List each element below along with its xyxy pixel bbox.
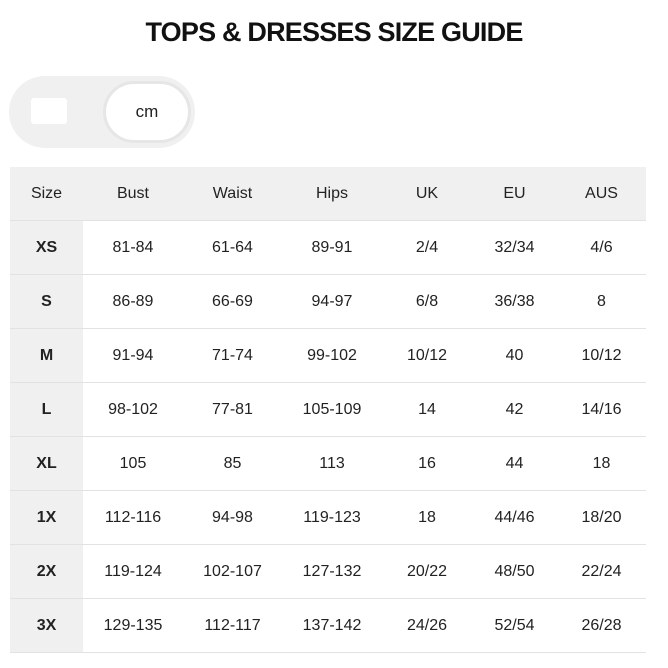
- table-cell: 26/28: [557, 598, 646, 653]
- table-cell: 8: [557, 274, 646, 329]
- table-cell: 40: [472, 328, 557, 383]
- table-header-row: Size Bust Waist Hips UK EU AUS: [10, 167, 646, 221]
- column-header-size: Size: [10, 167, 83, 221]
- table-cell: 113: [282, 436, 382, 491]
- column-header-aus: AUS: [557, 167, 646, 221]
- table-cell: 112-117: [183, 598, 282, 653]
- table-row: 1X 112-116 94-98 119-123 18 44/46 18/20: [10, 490, 646, 545]
- table-cell: 24/26: [382, 598, 472, 653]
- column-header-bust: Bust: [83, 167, 183, 221]
- size-label: XS: [10, 220, 83, 275]
- table-cell: 36/38: [472, 274, 557, 329]
- size-label: 1X: [10, 490, 83, 545]
- unit-option-inches[interactable]: [31, 98, 67, 124]
- unit-option-cm[interactable]: cm: [103, 81, 191, 143]
- table-row: M 91-94 71-74 99-102 10/12 40 10/12: [10, 328, 646, 383]
- table-cell: 129-135: [83, 598, 183, 653]
- table-cell: 119-124: [83, 544, 183, 599]
- table-cell: 14/16: [557, 382, 646, 437]
- table-cell: 94-98: [183, 490, 282, 545]
- size-label: L: [10, 382, 83, 437]
- table-cell: 66-69: [183, 274, 282, 329]
- table-row: 2X 119-124 102-107 127-132 20/22 48/50 22/24: [10, 544, 646, 599]
- table-cell: 86-89: [83, 274, 183, 329]
- table-cell: 85: [183, 436, 282, 491]
- table-cell: 89-91: [282, 220, 382, 275]
- column-header-waist: Waist: [183, 167, 282, 221]
- size-table: Size Bust Waist Hips UK EU AUS XS 81-84 61-64 89-…: [10, 167, 646, 653]
- column-header-eu: EU: [472, 167, 557, 221]
- size-label: XL: [10, 436, 83, 491]
- table-cell: 48/50: [472, 544, 557, 599]
- table-cell: 119-123: [282, 490, 382, 545]
- table-cell: 81-84: [83, 220, 183, 275]
- page-title: TOPS & DRESSES SIZE GUIDE: [145, 17, 523, 47]
- table-cell: 6/8: [382, 274, 472, 329]
- table-row: 3X 129-135 112-117 137-142 24/26 52/54 26/28: [10, 598, 646, 653]
- table-cell: 16: [382, 436, 472, 491]
- table-cell: 22/24: [557, 544, 646, 599]
- table-cell: 102-107: [183, 544, 282, 599]
- table-cell: 42: [472, 382, 557, 437]
- table-cell: 10/12: [557, 328, 646, 383]
- size-label: 2X: [10, 544, 83, 599]
- column-header-hips: Hips: [282, 167, 382, 221]
- table-cell: 44: [472, 436, 557, 491]
- table-row: S 86-89 66-69 94-97 6/8 36/38 8: [10, 274, 646, 329]
- unit-toggle[interactable]: cm: [9, 76, 195, 148]
- table-cell: 32/34: [472, 220, 557, 275]
- table-cell: 61-64: [183, 220, 282, 275]
- table-cell: 94-97: [282, 274, 382, 329]
- table-cell: 18: [382, 490, 472, 545]
- table-cell: 18: [557, 436, 646, 491]
- table-row: L 98-102 77-81 105-109 14 42 14/16: [10, 382, 646, 437]
- table-cell: 137-142: [282, 598, 382, 653]
- table-cell: 105: [83, 436, 183, 491]
- table-row: XS 81-84 61-64 89-91 2/4 32/34 4/6: [10, 220, 646, 275]
- table-cell: 91-94: [83, 328, 183, 383]
- size-label: S: [10, 274, 83, 329]
- table-cell: 52/54: [472, 598, 557, 653]
- table-cell: 77-81: [183, 382, 282, 437]
- table-cell: 98-102: [83, 382, 183, 437]
- table-cell: 99-102: [282, 328, 382, 383]
- table-cell: 18/20: [557, 490, 646, 545]
- table-cell: 14: [382, 382, 472, 437]
- column-header-uk: UK: [382, 167, 472, 221]
- table-cell: 20/22: [382, 544, 472, 599]
- table-cell: 10/12: [382, 328, 472, 383]
- size-label: 3X: [10, 598, 83, 653]
- table-cell: 112-116: [83, 490, 183, 545]
- table-cell: 2/4: [382, 220, 472, 275]
- table-row: XL 105 85 113 16 44 18: [10, 436, 646, 491]
- size-label: M: [10, 328, 83, 383]
- table-cell: 127-132: [282, 544, 382, 599]
- table-cell: 44/46: [472, 490, 557, 545]
- table-cell: 4/6: [557, 220, 646, 275]
- table-cell: 105-109: [282, 382, 382, 437]
- table-cell: 71-74: [183, 328, 282, 383]
